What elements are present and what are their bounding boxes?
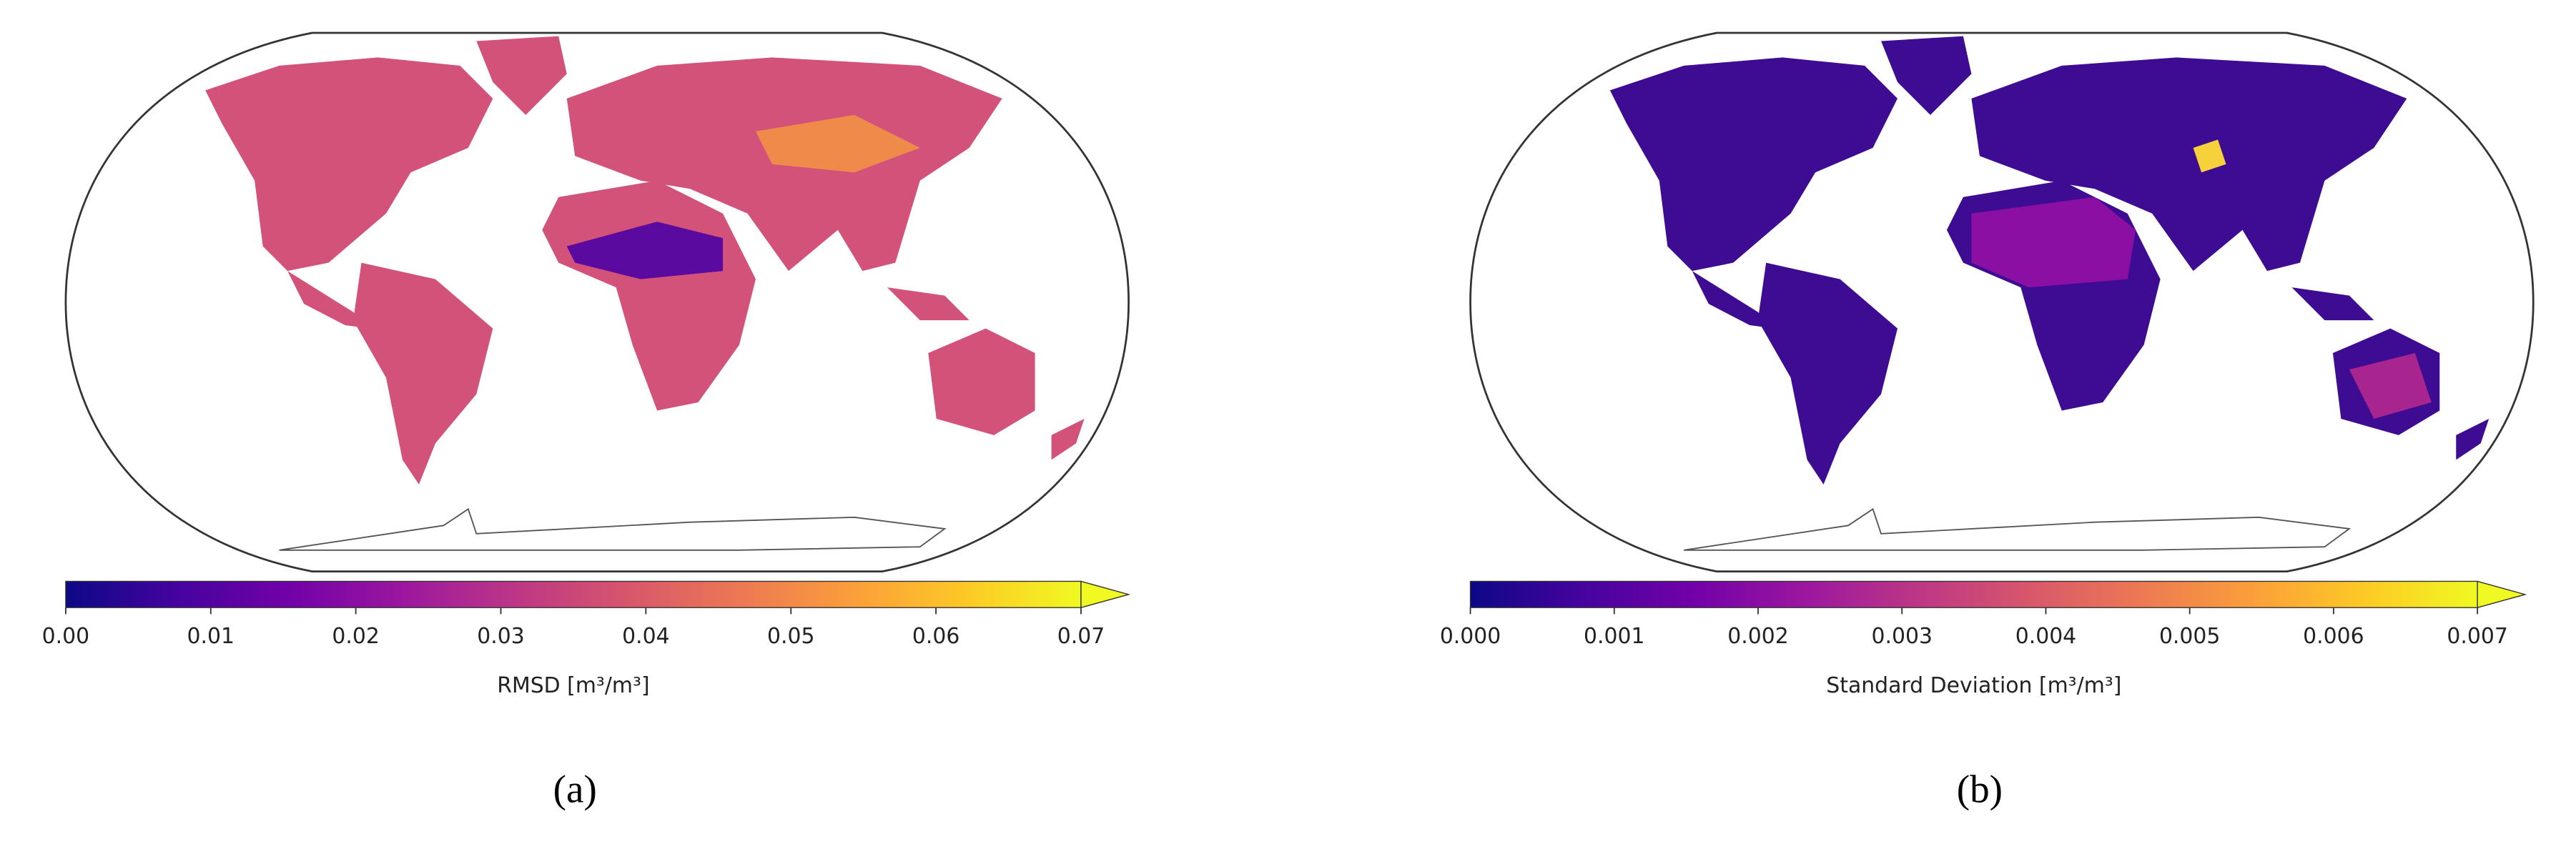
tick-label: 0.002 xyxy=(1727,624,1788,649)
colorbar-extension xyxy=(2477,580,2527,609)
map-b xyxy=(1469,31,2535,573)
tick-label: 0.07 xyxy=(1057,624,1105,649)
map-a xyxy=(64,31,1130,573)
panel-label: (b) xyxy=(1957,768,2003,811)
tick-label: 0.007 xyxy=(2447,624,2507,649)
colorbar-label: Standard Deviation [m³/m³] xyxy=(1826,673,2121,698)
colorbar xyxy=(1469,580,2478,608)
tick-label: 0.006 xyxy=(2303,624,2364,649)
tick-label: 0.03 xyxy=(477,624,524,649)
tick-label: 0.005 xyxy=(2159,624,2220,649)
tick-label: 0.00 xyxy=(42,624,89,649)
tick-label: 0.04 xyxy=(622,624,669,649)
tick-label: 0.003 xyxy=(1871,624,1932,649)
colorbar-label: RMSD [m³/m³] xyxy=(497,673,649,698)
tick-label: 0.001 xyxy=(1584,624,1644,649)
tick-label: 0.000 xyxy=(1440,624,1501,649)
panel-label: (a) xyxy=(553,768,597,811)
tick-label: 0.05 xyxy=(767,624,814,649)
tick-label: 0.02 xyxy=(332,624,379,649)
tick-label: 0.06 xyxy=(912,624,959,649)
colorbar-extension xyxy=(1080,580,1131,609)
colorbar xyxy=(65,580,1082,608)
tick-label: 0.004 xyxy=(2015,624,2076,649)
tick-label: 0.01 xyxy=(187,624,235,649)
